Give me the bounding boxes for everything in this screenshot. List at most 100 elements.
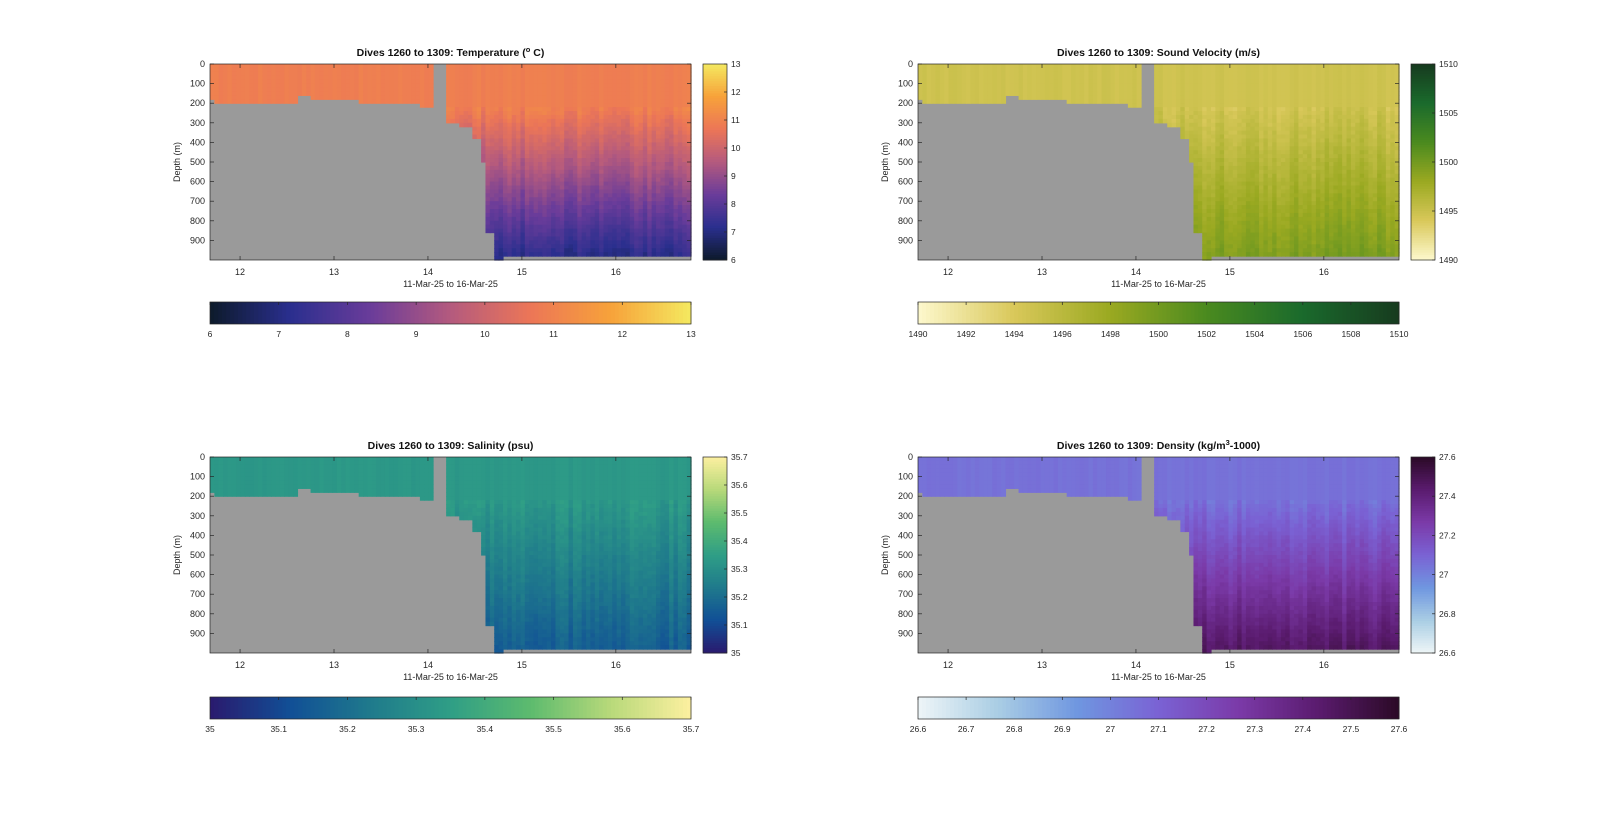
heatmap-cell	[603, 134, 609, 140]
heatmap-cell	[577, 181, 583, 187]
heatmap-cell	[1215, 79, 1221, 85]
heatmap-cell	[1202, 126, 1208, 132]
heatmap-cell	[450, 83, 456, 89]
colorbar-band	[703, 105, 727, 109]
heatmap-cell	[328, 67, 334, 73]
colorbar-band	[703, 193, 727, 197]
heatmap-cell	[629, 126, 635, 132]
heatmap-cell	[686, 252, 692, 257]
heatmap-cell	[1206, 193, 1212, 198]
heatmap-cell	[555, 189, 561, 194]
heatmap-cell	[682, 99, 688, 104]
heatmap-cell	[1206, 91, 1212, 96]
heatmap-cell	[1232, 150, 1238, 155]
heatmap-cell	[577, 205, 583, 210]
heatmap-cell	[1071, 71, 1077, 77]
heatmap-cell	[634, 165, 640, 171]
heatmap-cell	[551, 79, 557, 85]
heatmap-cell	[454, 75, 460, 81]
heatmap-cell	[992, 95, 998, 100]
heatmap-cell	[1219, 91, 1225, 96]
heatmap-cell	[1228, 138, 1234, 143]
heatmap-cell	[1009, 91, 1015, 96]
heatmap-cell	[616, 181, 622, 187]
heatmap-cell	[415, 91, 421, 96]
heatmap-cell	[1175, 99, 1181, 104]
heatmap-cell	[1009, 71, 1015, 77]
heatmap-cell	[494, 91, 500, 96]
heatmap-cell	[1053, 91, 1059, 96]
heatmap-cell	[1224, 224, 1230, 230]
heatmap-cell	[354, 67, 360, 73]
heatmap-cell	[625, 154, 631, 159]
heatmap-cell	[502, 95, 508, 100]
heatmap-cell	[533, 107, 539, 112]
heatmap-cell	[481, 75, 487, 81]
colorbar-band	[614, 302, 620, 324]
heatmap-cell	[664, 201, 670, 206]
heatmap-cell	[507, 248, 513, 253]
heatmap-cell	[568, 75, 574, 81]
heatmap-cell	[1084, 95, 1090, 100]
heatmap-cell	[446, 103, 452, 108]
heatmap-cell	[1224, 107, 1230, 112]
heatmap-cell	[507, 87, 513, 93]
heatmap-cell	[1267, 205, 1273, 210]
heatmap-cell	[625, 107, 631, 112]
heatmap-cell	[642, 248, 648, 253]
heatmap-cell	[1232, 162, 1238, 167]
heatmap-cell	[682, 224, 688, 230]
heatmap-cell	[1263, 181, 1269, 187]
heatmap-cell	[529, 228, 535, 234]
heatmap-cell	[629, 103, 635, 108]
heatmap-cell	[319, 95, 325, 100]
heatmap-cell	[1036, 71, 1042, 77]
heatmap-cell	[1202, 154, 1208, 159]
heatmap-cell	[1276, 165, 1282, 171]
heatmap-cell	[511, 95, 517, 100]
heatmap-cell	[581, 165, 587, 171]
heatmap-cell	[524, 67, 530, 73]
heatmap-cell	[656, 83, 661, 89]
heatmap-cell	[551, 201, 557, 206]
heatmap-cell	[607, 142, 613, 147]
heatmap-cell	[1184, 71, 1190, 77]
heatmap-cell	[223, 71, 229, 77]
heatmap-cell	[621, 244, 627, 249]
heatmap-cell	[498, 64, 504, 69]
heatmap-cell	[542, 158, 548, 163]
heatmap-cell	[349, 79, 355, 85]
heatmap-cell	[454, 87, 460, 93]
heatmap-cell	[1119, 99, 1125, 104]
heatmap-cell	[546, 177, 552, 183]
heatmap-cell	[966, 67, 972, 73]
heatmap-cell	[498, 165, 504, 171]
heatmap-cell	[970, 95, 976, 100]
heatmap-cell	[1259, 71, 1265, 77]
heatmap-cell	[1202, 162, 1208, 167]
heatmap-cell	[616, 111, 622, 116]
heatmap-cell	[293, 87, 299, 93]
heatmap-cell	[612, 177, 618, 183]
heatmap-cell	[1197, 79, 1203, 85]
heatmap-cell	[424, 87, 430, 93]
heatmap-cell	[415, 83, 421, 89]
heatmap-cell	[481, 126, 487, 132]
heatmap-cell	[621, 146, 627, 151]
heatmap-cell	[402, 83, 408, 89]
heatmap-cell	[520, 79, 526, 85]
heatmap-cell	[660, 177, 666, 183]
colorbar-frame	[209, 301, 692, 325]
heatmap-cell	[586, 79, 592, 85]
heatmap-cell	[463, 95, 469, 100]
heatmap-cell	[1263, 138, 1269, 143]
heatmap-cell	[1285, 248, 1291, 253]
heatmap-cell	[1259, 103, 1265, 108]
heatmap-cell	[1285, 103, 1291, 108]
heatmap-cell	[568, 201, 574, 206]
heatmap-cell	[599, 138, 605, 143]
colorbar-band	[703, 213, 727, 217]
colorbar-band	[703, 71, 727, 75]
heatmap-cell	[494, 154, 500, 159]
heatmap-cell	[1254, 154, 1260, 159]
